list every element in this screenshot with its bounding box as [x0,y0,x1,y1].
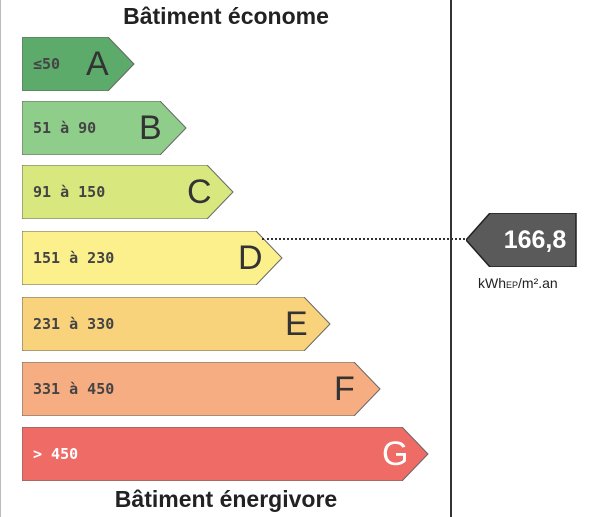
bar-b-arrow [22,101,187,155]
consumption-indicator: 166,8 [466,213,578,267]
energy-class-bar-g: > 450 G [22,427,430,481]
unit-main: kWh [478,275,506,291]
bar-e-range: 231 à 330 [33,315,115,333]
bar-g-letter: G [382,435,409,473]
energy-class-bar-d: 151 à 230 D [22,231,284,285]
bar-c-letter: C [187,173,212,211]
bar-e-arrow [22,297,331,351]
bar-f-range: 331 à 450 [33,380,115,398]
indicator-arrow [466,213,577,267]
bar-a-range: ≤50 [33,55,61,73]
consumption-value: 166,8 [503,226,567,254]
bar-d-letter: D [238,239,263,277]
bar-b-shape [22,101,187,155]
energy-label-panel [450,0,452,517]
bar-f-letter: F [334,370,355,408]
bar-c-range: 91 à 150 [33,183,106,201]
top-title: Bâtiment économe [123,3,329,29]
indicator-arrow-shape [466,213,577,267]
bar-f-arrow [22,362,381,416]
bar-b-range: 51 à 90 [33,119,97,137]
consumption-unit: kWhEP/m².an [478,275,558,291]
energy-class-bar-f: 331 à 450 F [22,362,382,416]
bar-d-range: 151 à 230 [33,249,115,267]
bar-b-letter: B [139,109,162,147]
bar-g-range: > 450 [33,445,79,463]
bar-f-shape [22,362,381,416]
bar-g-shape [22,427,429,481]
indicator-connector-line [262,238,469,240]
unit-rest: /m².an [518,275,558,291]
bar-a-arrow [22,37,135,91]
energy-class-bar-a: ≤50 A [22,37,136,91]
bottom-title: Bâtiment énergivore [114,486,338,512]
bar-a-letter: A [86,45,109,83]
bar-a-shape [22,37,135,91]
bar-g-arrow [22,427,429,481]
energy-class-bar-e: 231 à 330 E [22,297,332,351]
energy-class-bar-c: 91 à 150 C [22,165,235,219]
bar-c-shape [22,165,234,219]
bar-d-arrow [22,231,283,285]
unit-sub: EP [506,280,519,290]
bar-e-letter: E [285,305,308,343]
bar-e-shape [22,297,331,351]
panel-left-border [0,0,1,517]
energy-class-bar-b: 51 à 90 B [22,101,188,155]
bar-d-shape [22,231,283,285]
bar-c-arrow [22,165,234,219]
